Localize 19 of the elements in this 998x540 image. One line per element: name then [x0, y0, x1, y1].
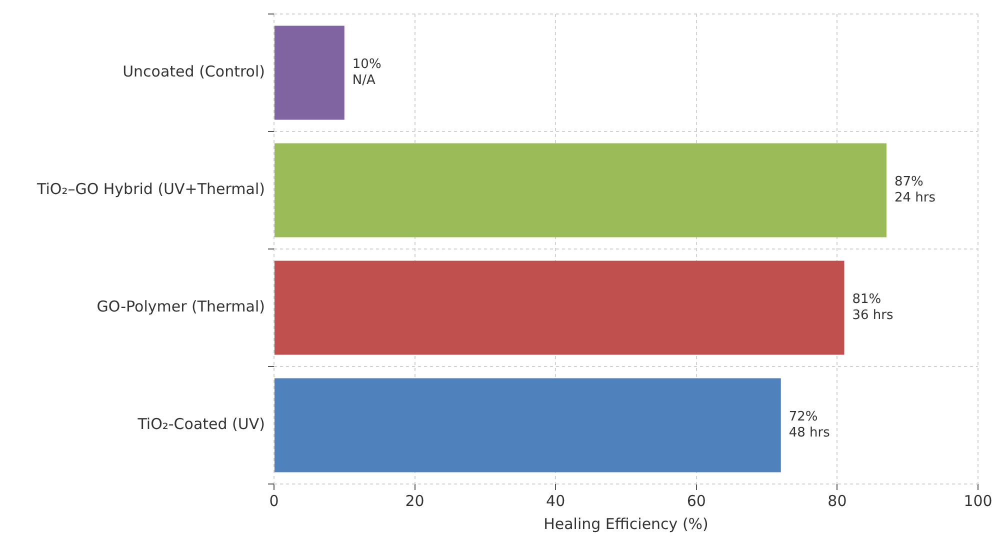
y-tick-label: GO-Polymer (Thermal) [96, 298, 265, 316]
x-tick-label: 20 [405, 492, 424, 510]
data-label: 81% 36 hrs [852, 292, 894, 324]
x-tick-label: 60 [686, 492, 706, 510]
y-tick-label: Uncoated (Control) [122, 62, 265, 81]
bar [274, 260, 844, 355]
x-axis-title: Healing Efficiency (%) [544, 514, 708, 533]
y-tick-label: TiO₂–GO Hybrid (UV+Thermal) [36, 180, 265, 198]
data-label: 10% N/A [352, 57, 382, 88]
data-label: 72% 48 hrs [788, 410, 830, 441]
bar [274, 143, 886, 238]
x-tick-label: 100 [964, 492, 992, 510]
data-label: 87% 24 hrs [894, 174, 936, 206]
y-tick-label: TiO₂-Coated (UV) [136, 415, 265, 434]
bar [274, 378, 781, 472]
x-tick-label: 0 [269, 492, 279, 510]
x-tick-label: 80 [828, 492, 847, 510]
x-tick-label: 40 [546, 492, 566, 510]
bar [274, 26, 344, 120]
